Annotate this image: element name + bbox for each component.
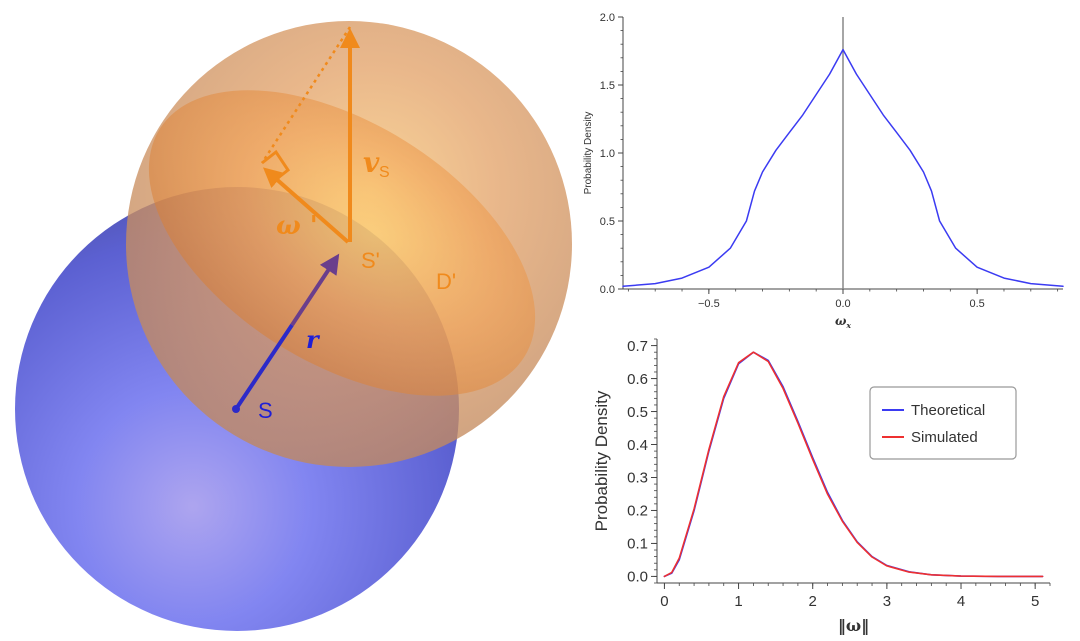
chart-omega-x-density: −0.5 0.0 0.5 0.0 0.5 1.0 1.5 2.0 ωx Probability D… <box>583 12 1064 330</box>
x-tick-label: 1 <box>734 593 742 610</box>
x-tick-label: 4 <box>957 593 965 610</box>
y-axis-label: Probability Density <box>583 112 594 195</box>
sphere-diagram: v S ω ' S' D' r S <box>15 21 572 631</box>
point-s <box>232 405 240 413</box>
label-vs: v <box>363 146 380 179</box>
y-tick-label: 1.0 <box>600 148 615 160</box>
chart-omega-norm-density: 0 1 2 3 4 5 0.0 0.1 0.2 0.3 0.4 0.5 0.6 0.7 ‖ω‖ Probabi… <box>592 338 1051 635</box>
legend-label: Theoretical <box>911 402 985 419</box>
arrow-r-lower <box>234 323 294 411</box>
x-tick-label: 0.0 <box>835 298 850 310</box>
x-axis-label-subscript: x <box>845 321 851 330</box>
x-tick-label: −0.5 <box>698 298 720 310</box>
y-tick-label: 0.1 <box>627 536 648 553</box>
x-tick-label: 3 <box>883 593 891 610</box>
x-axis-label: ωx <box>835 314 851 330</box>
y-tick-label: 1.5 <box>600 80 615 92</box>
legend: Theoretical Simulated <box>869 386 1017 460</box>
x-tick-label: 5 <box>1031 593 1039 610</box>
label-d-prime: D' <box>436 269 456 294</box>
x-tick-label: 2 <box>809 593 817 610</box>
y-axis-label: Probability Density <box>592 390 611 531</box>
y-tick-label: 0.6 <box>627 371 648 388</box>
x-axis-label: ‖ω‖ <box>838 616 869 635</box>
y-tick-label: 0.3 <box>627 470 648 487</box>
y-tick-label: 0.7 <box>627 338 648 355</box>
y-tick-label: 0.5 <box>627 404 648 421</box>
y-tick-label: 0.0 <box>600 284 615 296</box>
y-tick-label: 0.5 <box>600 216 615 228</box>
y-tick-label: 0.0 <box>627 569 648 586</box>
y-tick-label: 0.2 <box>627 503 648 520</box>
x-tick-label: 0 <box>660 593 668 610</box>
y-tick-label: 2.0 <box>600 12 615 24</box>
arrow-omega-prime <box>262 167 350 244</box>
label-omega-prime: ω ' <box>276 211 318 241</box>
label-vs-subscript: S <box>379 164 390 181</box>
legend-label: Simulated <box>911 429 978 446</box>
label-s: S <box>258 398 273 423</box>
series-line-density <box>622 48 1064 288</box>
legend-box <box>869 386 1017 460</box>
label-r: r <box>306 325 321 354</box>
y-tick-label: 0.4 <box>627 437 648 454</box>
x-tick-label: 0.5 <box>969 298 984 310</box>
disk-d-prime <box>148 90 536 396</box>
series-line-simulated <box>663 351 1044 578</box>
projection-line-vertical <box>260 26 352 164</box>
label-s-prime: S' <box>361 248 380 273</box>
series-line-theoretical <box>663 351 1044 578</box>
arrow-r-upper <box>290 253 340 327</box>
